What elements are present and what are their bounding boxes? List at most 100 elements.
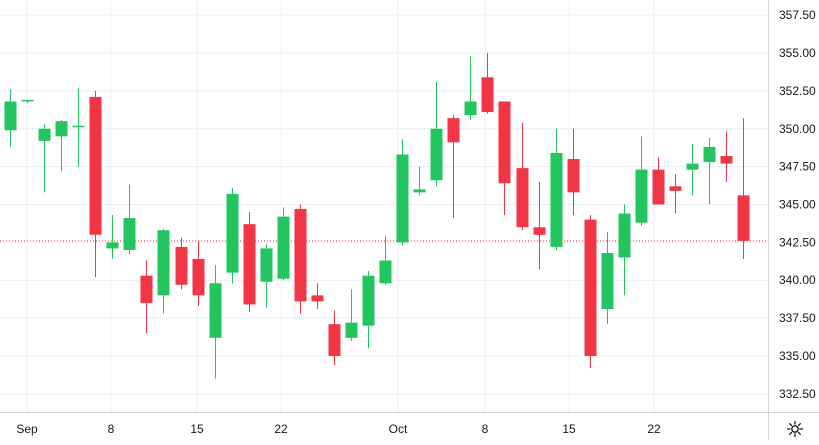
candle[interactable] — [38, 124, 51, 193]
chart-settings-button[interactable] — [786, 420, 804, 438]
candle-body — [157, 230, 170, 296]
candle[interactable] — [652, 157, 665, 205]
candle-body — [175, 246, 188, 285]
candle[interactable] — [362, 271, 375, 349]
x-axis: Sep 8 15 22 Oct 8 15 22 — [0, 412, 819, 436]
candle-body — [652, 169, 665, 205]
y-tick-label: 342.50 — [779, 235, 816, 249]
y-tick-label: 357.50 — [779, 8, 816, 22]
y-tick-label: 355.00 — [779, 46, 816, 60]
candle[interactable] — [584, 215, 597, 369]
candle[interactable] — [413, 166, 426, 196]
candle[interactable] — [618, 204, 631, 296]
candle-body — [260, 248, 273, 282]
x-tick-label: 15 — [562, 422, 576, 436]
candle[interactable] — [157, 228, 170, 314]
x-tick-label: 8 — [482, 422, 489, 436]
x-tick-label: Oct — [389, 422, 408, 436]
candle[interactable] — [635, 136, 648, 226]
candle[interactable] — [686, 143, 699, 196]
candle-body — [106, 242, 119, 249]
candle[interactable] — [106, 215, 119, 260]
candle[interactable] — [294, 204, 307, 314]
candle-body — [737, 195, 750, 241]
candle[interactable] — [277, 207, 290, 281]
candle-body — [226, 193, 239, 273]
x-tick-label: 22 — [647, 422, 661, 436]
candle-body — [89, 96, 102, 235]
candle[interactable] — [345, 289, 358, 341]
candle-body — [720, 156, 733, 164]
candle[interactable] — [260, 243, 273, 308]
candle[interactable] — [464, 56, 477, 120]
x-tick-label: 22 — [274, 422, 288, 436]
candle[interactable] — [550, 128, 563, 250]
candle-body — [430, 128, 443, 181]
candle[interactable] — [311, 283, 324, 309]
candle-body — [447, 118, 460, 143]
candle[interactable] — [175, 237, 188, 290]
candle[interactable] — [447, 115, 460, 219]
candle[interactable] — [601, 231, 614, 325]
candle[interactable] — [243, 212, 256, 313]
candle[interactable] — [192, 240, 205, 306]
candle[interactable] — [430, 81, 443, 187]
candle[interactable] — [140, 260, 153, 334]
candle[interactable] — [498, 101, 511, 216]
candle-body — [567, 159, 580, 193]
candle-body — [21, 99, 34, 102]
y-tick-label: 332.50 — [779, 387, 816, 401]
candle-body — [38, 128, 51, 141]
candle[interactable] — [89, 90, 102, 278]
y-tick-label: 340.00 — [779, 273, 816, 287]
x-tick-label: Sep — [16, 422, 38, 436]
candle-body — [498, 101, 511, 184]
candle[interactable] — [55, 119, 68, 172]
candle-body — [140, 275, 153, 303]
candle-body — [464, 101, 477, 116]
y-tick-label: 352.50 — [779, 84, 816, 98]
candle-body — [209, 283, 222, 338]
y-tick-label: 335.00 — [779, 349, 816, 363]
candle-body — [277, 216, 290, 279]
y-axis: 357.50 355.00 352.50 350.00 347.50 345.00 342.… — [768, 0, 816, 440]
x-tick-label: 15 — [190, 422, 204, 436]
candle-body — [294, 209, 307, 302]
candle[interactable] — [328, 310, 341, 366]
candle[interactable] — [533, 181, 546, 270]
candle[interactable] — [396, 139, 409, 246]
candle-body — [243, 224, 256, 305]
candle-body — [635, 169, 648, 223]
candle[interactable] — [123, 184, 136, 255]
candle-body — [533, 227, 546, 235]
candle-body — [703, 146, 716, 163]
candle[interactable] — [21, 99, 34, 103]
candle-body — [379, 260, 392, 284]
candle-body — [345, 322, 358, 338]
candle-body — [584, 219, 597, 356]
candle-body — [686, 163, 699, 170]
candle[interactable] — [720, 131, 733, 182]
candle[interactable] — [481, 53, 494, 114]
candle-body — [192, 259, 205, 296]
candle[interactable] — [703, 137, 716, 205]
grid — [0, 0, 768, 412]
candle-body — [601, 252, 614, 309]
candles — [4, 53, 750, 379]
candle[interactable] — [209, 265, 222, 379]
candle[interactable] — [72, 87, 85, 167]
candle[interactable] — [379, 236, 392, 285]
candle[interactable] — [226, 187, 239, 284]
candle[interactable] — [4, 89, 17, 147]
candle[interactable] — [737, 118, 750, 260]
candle-body — [413, 189, 426, 193]
candle-body — [362, 275, 375, 326]
candle-body — [550, 152, 563, 247]
candle-body — [72, 125, 85, 128]
y-tick-label: 337.50 — [779, 311, 816, 325]
candle[interactable] — [516, 122, 529, 231]
candle[interactable] — [669, 174, 682, 214]
candle[interactable] — [567, 128, 580, 216]
candle-body — [618, 213, 631, 258]
candle-body — [669, 186, 682, 191]
